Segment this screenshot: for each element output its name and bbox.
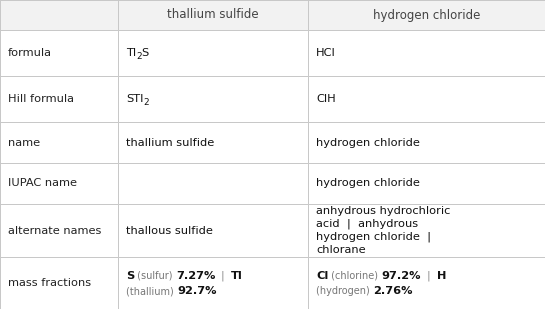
Bar — [308, 122, 545, 163]
Text: (hydrogen): (hydrogen) — [316, 286, 373, 296]
Text: (chlorine): (chlorine) — [329, 271, 382, 281]
Bar — [308, 204, 545, 257]
Text: 2.76%: 2.76% — [373, 286, 413, 296]
Text: 7.27%: 7.27% — [176, 271, 215, 281]
Text: S: S — [126, 271, 134, 281]
Text: 2: 2 — [143, 98, 149, 107]
Text: name: name — [8, 138, 40, 147]
Bar — [308, 163, 545, 204]
Text: alternate names: alternate names — [8, 226, 101, 235]
Text: anhydrous hydrochloric: anhydrous hydrochloric — [316, 206, 450, 216]
Text: 2: 2 — [136, 52, 142, 61]
Text: thallous sulfide: thallous sulfide — [126, 226, 213, 235]
Bar — [0, 122, 118, 163]
Bar — [118, 0, 308, 30]
Bar — [118, 204, 308, 257]
Text: Tl: Tl — [126, 48, 136, 58]
Text: (thallium): (thallium) — [126, 286, 177, 296]
Text: Hill formula: Hill formula — [8, 94, 74, 104]
Text: IUPAC name: IUPAC name — [8, 179, 77, 188]
Text: thallium sulfide: thallium sulfide — [167, 9, 259, 22]
Text: chlorane: chlorane — [316, 245, 366, 255]
Bar — [118, 76, 308, 122]
Bar — [308, 30, 545, 76]
Text: |: | — [215, 271, 231, 281]
Text: mass fractions: mass fractions — [8, 278, 91, 288]
Bar — [0, 30, 118, 76]
Text: acid  |  anhydrous: acid | anhydrous — [316, 219, 418, 229]
Text: ClH: ClH — [316, 94, 336, 104]
Bar — [308, 0, 545, 30]
Text: hydrogen chloride: hydrogen chloride — [316, 138, 420, 147]
Bar — [118, 122, 308, 163]
Text: hydrogen chloride: hydrogen chloride — [316, 179, 420, 188]
Text: thallium sulfide: thallium sulfide — [126, 138, 214, 147]
Text: |: | — [421, 271, 437, 281]
Text: S: S — [142, 48, 149, 58]
Text: hydrogen chloride: hydrogen chloride — [373, 9, 480, 22]
Bar — [0, 204, 118, 257]
Text: formula: formula — [8, 48, 52, 58]
Bar — [118, 163, 308, 204]
Text: Cl: Cl — [316, 271, 329, 281]
Bar — [118, 30, 308, 76]
Text: STl: STl — [126, 94, 143, 104]
Text: 97.2%: 97.2% — [382, 271, 421, 281]
Bar — [0, 257, 118, 309]
Text: hydrogen chloride  |: hydrogen chloride | — [316, 232, 431, 242]
Bar — [0, 76, 118, 122]
Text: (sulfur): (sulfur) — [134, 271, 176, 281]
Text: HCl: HCl — [316, 48, 336, 58]
Bar — [0, 0, 118, 30]
Text: Tl: Tl — [231, 271, 243, 281]
Bar — [308, 76, 545, 122]
Bar — [118, 257, 308, 309]
Bar — [0, 163, 118, 204]
Text: 92.7%: 92.7% — [177, 286, 216, 296]
Text: H: H — [437, 271, 446, 281]
Bar — [308, 257, 545, 309]
